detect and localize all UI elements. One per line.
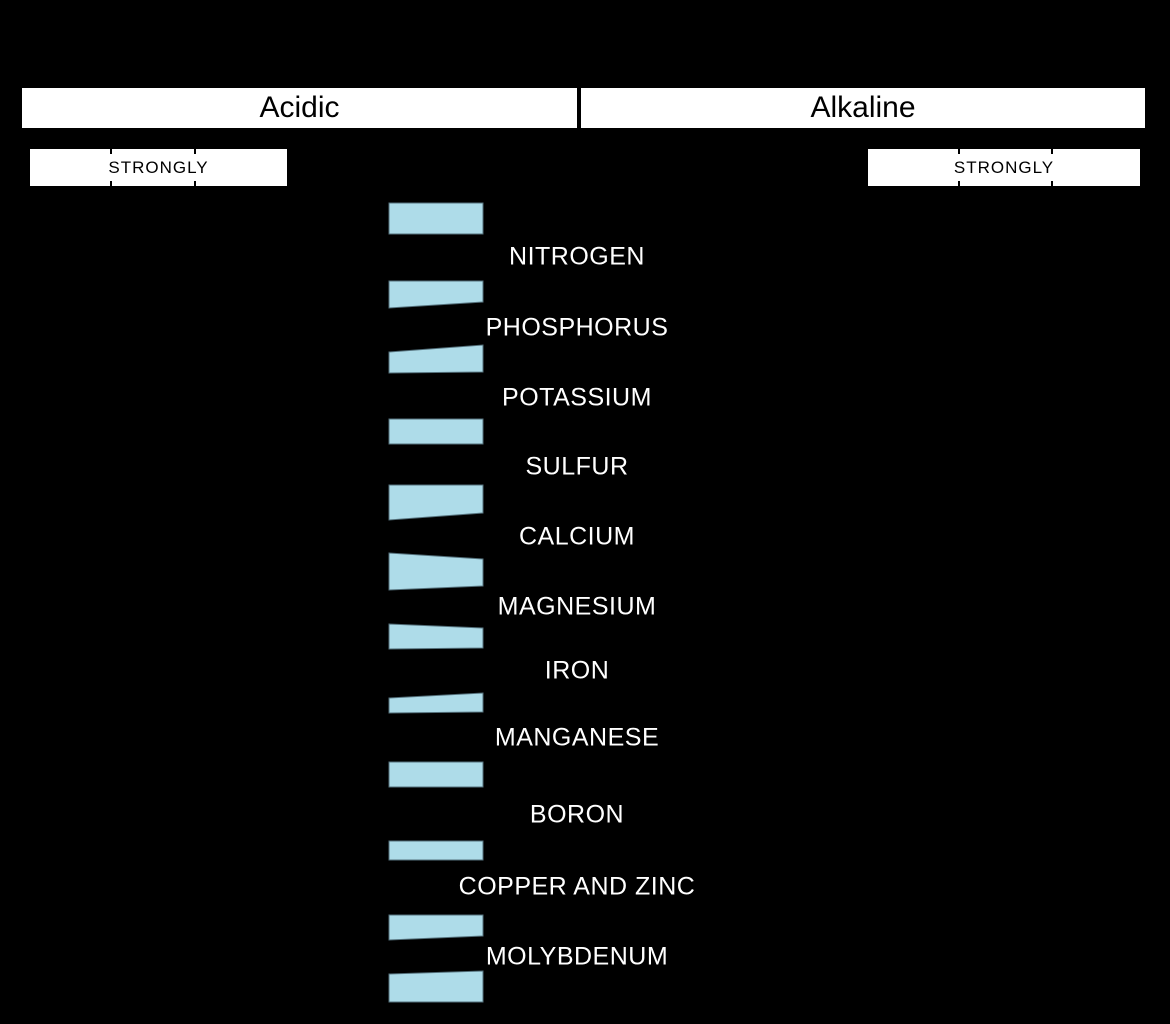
nutrient-band-phosphorus bbox=[388, 280, 484, 309]
ph-scale-tick bbox=[194, 181, 196, 186]
strongly-acid-box: STRONGLY bbox=[30, 149, 287, 186]
nutrient-label-calcium: CALCIUM bbox=[518, 522, 636, 551]
nutrient-band-sulfur bbox=[388, 418, 484, 445]
nutrient-label-potassium: POTASSIUM bbox=[502, 383, 652, 412]
strongly-acid-label: STRONGLY bbox=[108, 157, 209, 177]
nutrient-label-phosphorus: PHOSPHORUS bbox=[485, 313, 669, 342]
ph-scale-tick bbox=[958, 149, 960, 154]
nutrient-band-nitrogen bbox=[388, 202, 484, 235]
ph-scale-tick bbox=[110, 181, 112, 186]
nutrient-label-sulfur: SULFUR bbox=[525, 452, 629, 481]
nutrient-band-molybdenum bbox=[388, 914, 484, 941]
nutrient-label-molybdenum: MOLYBDENUM bbox=[485, 942, 669, 971]
ph-scale-tick bbox=[110, 149, 112, 154]
nutrient-label-magnesium: MAGNESIUM bbox=[497, 592, 657, 621]
nutrient-label-nitrogen: NITROGEN bbox=[509, 242, 645, 271]
ph-scale-tick bbox=[958, 181, 960, 186]
nutrient-label-boron: BORON bbox=[529, 800, 625, 829]
nutrient-label-copper-and-zinc: COPPER AND ZINC bbox=[458, 872, 696, 901]
nutrient-band-calcium bbox=[388, 484, 484, 521]
ph-scale-tick bbox=[1051, 149, 1053, 154]
nutrient-band-boron bbox=[388, 761, 484, 788]
nutrient-band-unlabeled bbox=[388, 970, 484, 1003]
strongly-alkaline-box: STRONGLY bbox=[868, 149, 1140, 186]
nutrient-band-magnesium bbox=[388, 552, 484, 591]
nutrient-label-iron: IRON bbox=[544, 656, 610, 685]
nutrient-band-potassium bbox=[388, 344, 484, 374]
alkaline-header-box: Alkaline bbox=[581, 88, 1145, 128]
strongly-alkaline-label: STRONGLY bbox=[953, 157, 1055, 177]
alkaline-label: Alkaline bbox=[810, 91, 916, 124]
ph-scale-tick bbox=[1051, 181, 1053, 186]
acidic-header-box: Acidic bbox=[22, 88, 577, 128]
acidic-label: Acidic bbox=[259, 91, 340, 124]
nutrient-band-iron bbox=[388, 623, 484, 650]
nutrient-label-manganese: MANGANESE bbox=[494, 723, 660, 752]
ph-scale-tick bbox=[194, 149, 196, 154]
nutrient-band-copper-and-zinc bbox=[388, 840, 484, 861]
nutrient-band-manganese bbox=[388, 692, 484, 714]
